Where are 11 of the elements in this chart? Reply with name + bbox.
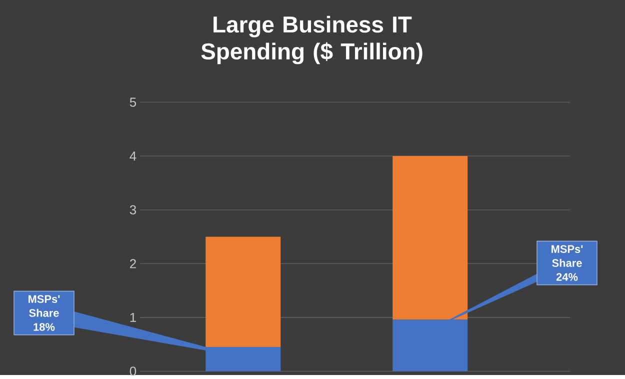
chart-title: Large Business IT Spending ($ Trillion): [201, 16, 422, 64]
annotation: MSPs' Share 24%: [552, 245, 583, 281]
y-tick-label: 4: [130, 152, 136, 160]
text: MSPs' Share 18%: [28, 295, 60, 331]
y-tick-label: 0: [130, 366, 136, 376]
y-tick-label: 3: [130, 205, 136, 214]
y-tick-label: 1: [130, 312, 136, 322]
bar: [392, 156, 468, 320]
y-tick-label: 5: [130, 98, 136, 107]
y-tick-label: 2: [130, 259, 136, 268]
bar: [206, 236, 281, 347]
